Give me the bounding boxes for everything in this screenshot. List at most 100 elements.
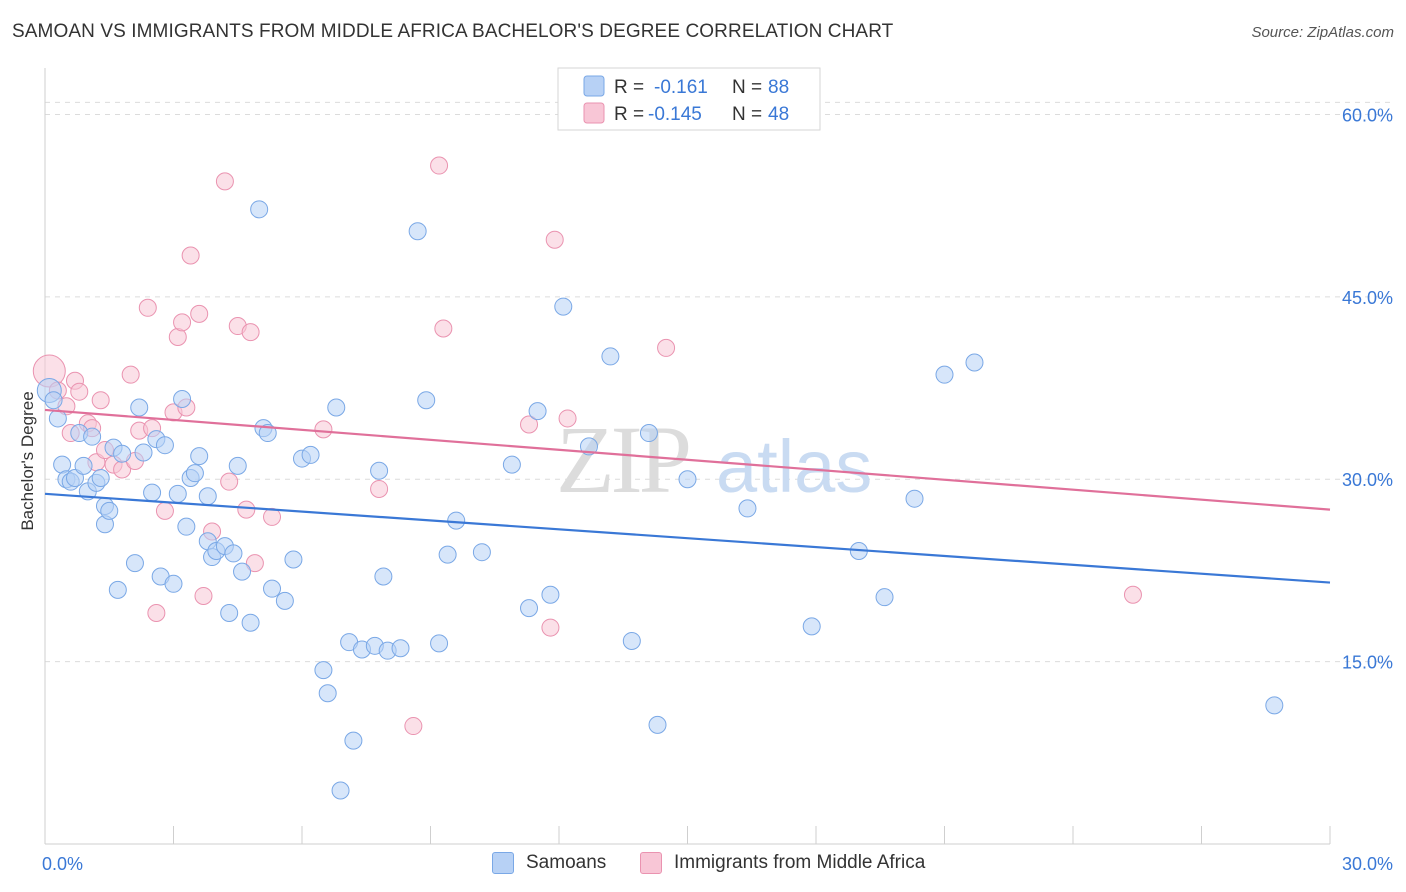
immigrants-point	[1123, 585, 1142, 604]
watermark: ZIP atlas	[556, 406, 872, 513]
samoans-point	[241, 613, 260, 632]
immigrants-point	[558, 409, 577, 428]
immigrants-point	[245, 554, 264, 573]
samoans-point	[83, 427, 102, 446]
samoans-point	[224, 544, 243, 563]
samoans-point	[130, 398, 149, 417]
samoans-point	[100, 501, 119, 520]
samoans-point	[125, 554, 144, 573]
samoans-point	[554, 297, 573, 316]
samoans-point	[438, 545, 457, 564]
immigrants-point	[220, 472, 239, 491]
bottom-legend-swatch-samoans	[492, 852, 514, 874]
samoans-point	[301, 445, 320, 464]
immigrants-point	[215, 172, 234, 191]
immigrants-point	[138, 298, 157, 317]
immigrants-point	[241, 323, 260, 342]
samoans-point	[108, 580, 127, 599]
samoans-point	[168, 484, 187, 503]
samoans-point	[370, 461, 389, 480]
samoans-point	[228, 456, 247, 475]
samoans-point	[417, 391, 436, 410]
samoans-point	[327, 398, 346, 417]
samoans-point	[875, 588, 894, 607]
bottom-legend: Samoans Immigrants from Middle Africa	[0, 852, 1406, 878]
immigrants-point	[404, 717, 423, 736]
tick-labels: 15.0% 30.0% 45.0% 60.0% 0.0% 30.0%	[42, 105, 1393, 874]
samoans-point	[185, 464, 204, 483]
samoans-point	[258, 424, 277, 443]
legend-n-value-immigrants: 48	[768, 104, 789, 125]
samoans-point	[113, 444, 132, 463]
samoans-point	[318, 684, 337, 703]
immigrants-point	[430, 156, 449, 175]
immigrants-point	[181, 246, 200, 265]
samoans-point	[1265, 696, 1284, 715]
bottom-legend-swatch-immigrants	[640, 852, 662, 874]
samoans-point	[143, 483, 162, 502]
stats-legend: R = -0.161 N = 88 R = -0.145 N = 48	[557, 67, 821, 131]
samoans-point	[502, 455, 521, 474]
immigrants-point	[545, 230, 564, 249]
immigrants-point	[370, 479, 389, 498]
samoans-point	[134, 443, 153, 462]
samoans-point	[622, 631, 641, 650]
immigrants-point	[541, 618, 560, 637]
samoans-point	[520, 599, 539, 618]
immigrants-point	[314, 420, 333, 439]
samoans-point	[802, 617, 821, 636]
watermark-atlas: atlas	[716, 425, 872, 508]
legend-r-value-immigrants: -0.145	[648, 104, 702, 125]
samoans-point	[738, 499, 757, 518]
bottom-legend-label-immigrants: Immigrants from Middle Africa	[674, 852, 926, 873]
samoans-point	[391, 639, 410, 658]
watermark-zip: ZIP	[556, 406, 689, 513]
samoans-point	[164, 574, 183, 593]
axes	[44, 68, 1331, 845]
legend-n-label-immigrants: N =	[732, 104, 762, 125]
samoans-point	[263, 579, 282, 598]
y-tick-label: 30.0%	[1342, 470, 1393, 490]
samoans-point	[65, 469, 84, 488]
bottom-legend-label-samoans: Samoans	[526, 852, 607, 873]
samoans-point	[155, 436, 174, 455]
immigrants-point	[194, 586, 213, 605]
samoans-point	[601, 347, 620, 366]
samoans-point	[905, 489, 924, 508]
samoans-point	[678, 470, 697, 489]
samoans-point	[541, 585, 560, 604]
samoans-point	[91, 469, 110, 488]
samoans-point	[74, 456, 93, 475]
legend-swatch-samoans	[583, 75, 605, 97]
x-tick-label: 0.0%	[42, 854, 83, 874]
bottom-legend-immigrants: Immigrants from Middle Africa	[640, 852, 925, 874]
samoans-point	[233, 562, 252, 581]
trend-lines	[44, 408, 1331, 584]
samoans-point	[408, 222, 427, 241]
immigrants-point	[237, 500, 256, 519]
samoans-point	[447, 511, 466, 530]
chart-title: SAMOAN VS IMMIGRANTS FROM MIDDLE AFRICA …	[12, 21, 894, 42]
samoans-point	[314, 661, 333, 680]
samoans-point	[284, 550, 303, 569]
x-tick-label: 30.0%	[1342, 854, 1393, 874]
samoans-point	[220, 603, 239, 622]
immigrants-point	[434, 319, 453, 338]
samoans-point	[275, 591, 294, 610]
legend-swatch-immigrants	[583, 102, 605, 124]
immigrants-point	[657, 338, 676, 357]
y-tick-label: 45.0%	[1342, 288, 1393, 308]
source-label: Source: ZipAtlas.com	[1251, 24, 1394, 41]
y-tick-label: 60.0%	[1342, 105, 1393, 125]
immigrants-point	[155, 501, 174, 520]
immigrants-point	[147, 603, 166, 622]
trend-line-samoans	[44, 492, 1331, 584]
legend-r-label-immigrants: R =	[614, 104, 644, 125]
legend-n-label-samoans: N =	[732, 77, 762, 98]
samoans-point	[344, 731, 363, 750]
samoans-point	[965, 353, 984, 372]
trend-line-immigrants	[44, 408, 1331, 511]
y-axis-label: Bachelor's Degree	[18, 391, 37, 530]
samoans-point	[648, 715, 667, 734]
samoans-point	[198, 487, 217, 506]
